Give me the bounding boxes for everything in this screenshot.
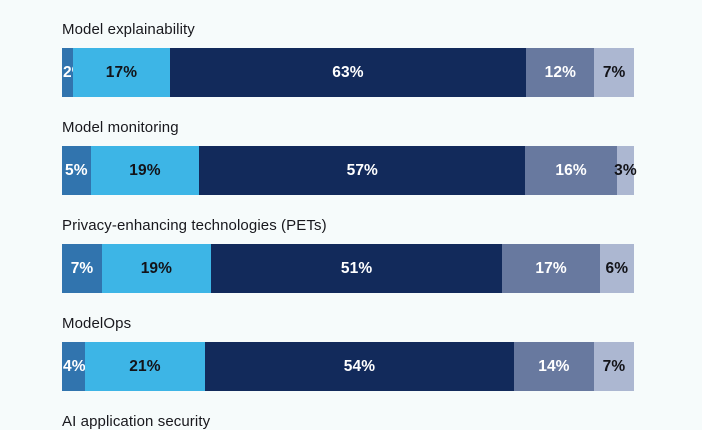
segment-value-label: 54% xyxy=(343,357,376,375)
bar-group: Privacy-enhancing technologies (PETs) 7% 1… xyxy=(62,217,634,293)
bar-segment-segment-2-light-blue: 17% xyxy=(73,48,170,97)
stacked-bar: 7% 19% 51% 17% 6% xyxy=(62,244,634,293)
bar-segment-segment-4-slate-blue: 16% xyxy=(525,146,617,195)
segment-value-label: 51% xyxy=(340,259,373,277)
segment-value-label: 7% xyxy=(602,357,626,375)
segment-value-label: 7% xyxy=(70,259,94,277)
segment-value-label: 17% xyxy=(105,63,138,81)
category-label: Model monitoring xyxy=(62,119,179,136)
segment-value-label: 19% xyxy=(129,161,161,179)
segment-value-label: 7% xyxy=(602,63,626,81)
bar-group: AI application security xyxy=(62,413,634,430)
category-label: Privacy-enhancing technologies (PETs) xyxy=(62,217,327,234)
segment-value-label: 4% xyxy=(63,357,86,375)
bar-segment-segment-1-medium-blue: 5% xyxy=(62,146,91,195)
bar-group: Model explainability 2% 17% 63% 12% 7% xyxy=(62,21,634,97)
bar-segment-segment-3-dark-navy: 51% xyxy=(210,244,503,293)
category-label: ModelOps xyxy=(62,315,132,332)
segment-value-label: 57% xyxy=(346,161,378,179)
segment-value-label: 17% xyxy=(535,259,567,277)
segment-value-label: 21% xyxy=(129,357,161,375)
bar-segment-segment-1-medium-blue: 7% xyxy=(62,244,103,293)
chart: Model explainability 2% 17% 63% 12% 7% Model m… xyxy=(62,21,637,430)
segment-value-label: 5% xyxy=(64,161,88,179)
segment-value-label: 19% xyxy=(140,259,173,277)
category-label: Model explainability xyxy=(62,21,195,38)
bar-segment-segment-5-light-periwinkle: 6% xyxy=(599,244,634,293)
segment-value-label: 63% xyxy=(332,63,364,81)
stacked-bar: 4% 21% 54% 14% 7% xyxy=(62,342,634,391)
bar-segment-segment-5-light-periwinkle: 3% xyxy=(614,146,637,195)
bar-segment-segment-2-light-blue: 19% xyxy=(102,244,211,293)
bar-segment-segment-1-medium-blue: 4% xyxy=(62,342,86,391)
bar-segment-segment-1-medium-blue: 2% xyxy=(62,48,86,97)
bar-segment-segment-2-light-blue: 19% xyxy=(90,146,200,195)
bar-segment-segment-2-light-blue: 21% xyxy=(84,342,205,391)
bar-group: ModelOps 4% 21% 54% 14% 7% xyxy=(62,315,634,391)
stacked-bar: 5% 19% 57% 16% 3% xyxy=(62,146,637,195)
bar-segment-segment-4-slate-blue: 12% xyxy=(526,48,595,97)
bar-segment-segment-4-slate-blue: 14% xyxy=(513,342,594,391)
segment-value-label: 3% xyxy=(614,161,637,179)
segment-value-label: 14% xyxy=(538,357,570,375)
segment-value-label: 16% xyxy=(555,161,587,179)
category-label: AI application security xyxy=(62,413,211,430)
segment-value-label: 12% xyxy=(544,63,576,81)
bar-segment-segment-3-dark-navy: 57% xyxy=(199,146,526,195)
segment-value-label: 6% xyxy=(605,259,629,277)
bar-segment-segment-3-dark-navy: 54% xyxy=(204,342,514,391)
bar-segment-segment-4-slate-blue: 17% xyxy=(502,244,600,293)
bar-segment-segment-3-dark-navy: 63% xyxy=(169,48,527,97)
stacked-bar: 2% 17% 63% 12% 7% xyxy=(62,48,634,97)
bar-segment-segment-5-light-periwinkle: 7% xyxy=(594,48,634,97)
bar-segment-segment-5-light-periwinkle: 7% xyxy=(593,342,634,391)
bar-group: Model monitoring 5% 19% 57% 16% 3% xyxy=(62,119,637,195)
